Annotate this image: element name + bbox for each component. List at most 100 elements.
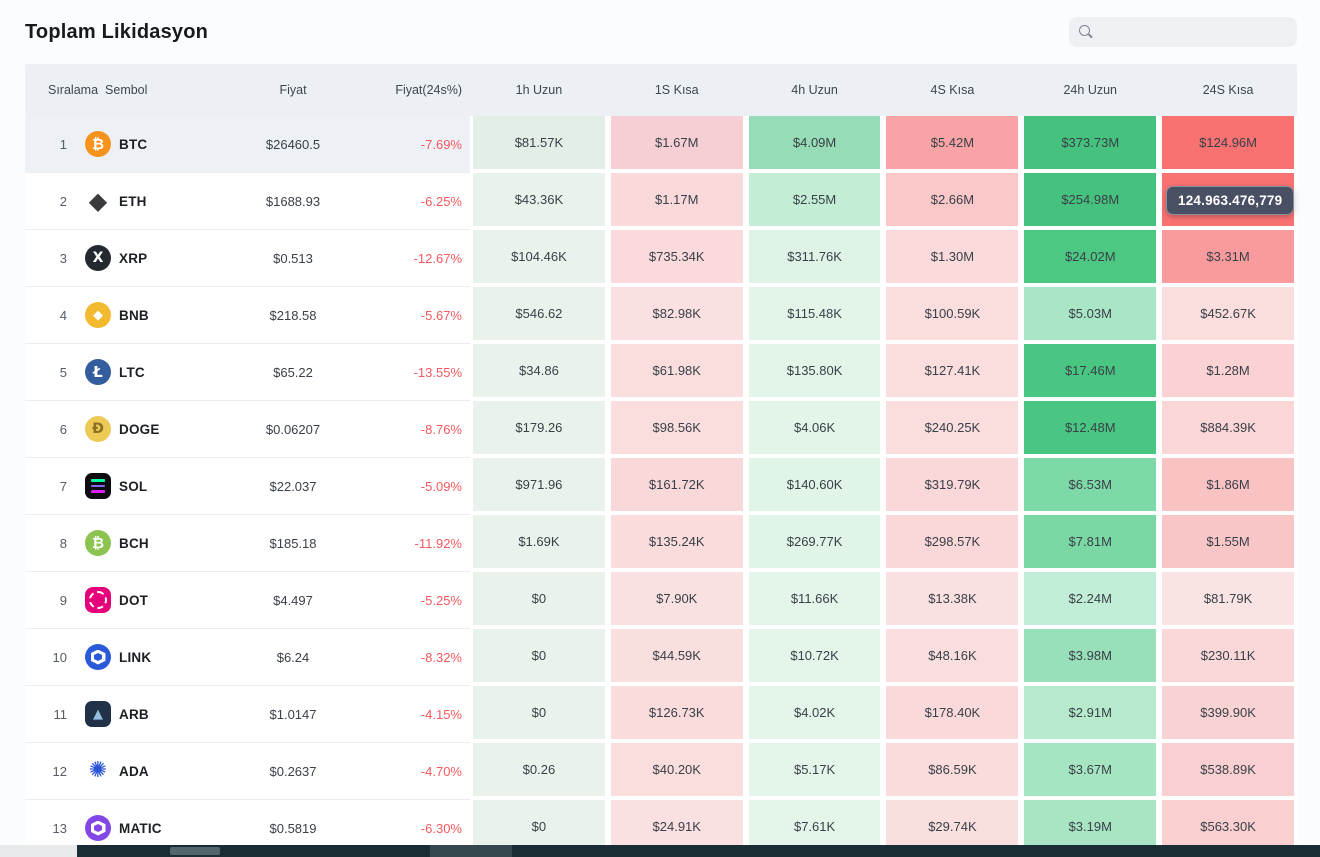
heat-cell-1h-long[interactable]: $1.69K (470, 515, 608, 572)
table-row-xrp[interactable]: 3 X XRP $0.513 -12.67% $104.46K $735.34K $311.7… (25, 230, 1297, 287)
heat-cell-1h-long[interactable]: $0.26 (470, 743, 608, 800)
heat-cell-4h-short[interactable]: $48.16K (883, 629, 1022, 686)
col-header-4h-long[interactable]: 4h Uzun (791, 83, 838, 97)
heat-cell-24h-long[interactable]: $17.46M (1021, 344, 1160, 401)
bottom-scrollbar[interactable] (0, 845, 1320, 857)
col-header-24h-long[interactable]: 24h Uzun (1063, 83, 1117, 97)
heat-cell-4h-short[interactable]: $2.66M (883, 173, 1022, 230)
matic-coin-icon (85, 815, 111, 841)
heat-cell-1h-long[interactable]: $179.26 (470, 401, 608, 458)
heat-cell-24h-short[interactable]: $884.39K (1159, 401, 1297, 458)
heat-cell-4h-long[interactable]: $4.02K (745, 686, 884, 743)
col-header-24h-short[interactable]: 24S Kısa (1202, 83, 1254, 97)
heat-cell-24h-long[interactable]: $6.53M (1021, 458, 1160, 515)
heat-cell-1h-short[interactable]: $40.20K (607, 743, 746, 800)
table-row-eth[interactable]: 2 ◆ ETH $1688.93 -6.25% $43.36K $1.17M $2.55M $2… (25, 173, 1297, 230)
heat-cell-24h-short[interactable]: $399.90K (1159, 686, 1297, 743)
heat-cell-4h-short[interactable]: $5.42M (883, 116, 1022, 173)
heat-cell-4h-long[interactable]: $10.72K (745, 629, 884, 686)
table-row-dot[interactable]: 9 DOT $4.497 -5.25% $0 $7.90K $11.66K $13.38K $2… (25, 572, 1297, 629)
heat-cell-4h-short[interactable]: $1.30M (883, 230, 1022, 287)
heat-cell-24h-short[interactable]: $124.96M (1159, 116, 1297, 173)
heat-cell-1h-short[interactable]: $1.17M (607, 173, 746, 230)
heat-cell-1h-short[interactable]: $735.34K (607, 230, 746, 287)
heat-cell-24h-long[interactable]: $373.73M (1021, 116, 1160, 173)
col-header-price[interactable]: Fiyat (279, 83, 307, 97)
heat-cell-1h-short[interactable]: $161.72K (607, 458, 746, 515)
table-row-bnb[interactable]: 4 ◆ BNB $218.58 -5.67% $546.62 $82.98K $115.48K… (25, 287, 1297, 344)
search-box[interactable] (1069, 17, 1297, 47)
table-row-ltc[interactable]: 5 Ł LTC $65.22 -13.55% $34.86 $61.98K $135.80K $… (25, 344, 1297, 401)
heat-cell-1h-short[interactable]: $1.67M (607, 116, 746, 173)
heat-cell-1h-long[interactable]: $0 (470, 629, 608, 686)
col-header-1h-long[interactable]: 1h Uzun (515, 83, 563, 97)
heat-cell-1h-short[interactable]: $135.24K (607, 515, 746, 572)
heat-cell-4h-short[interactable]: $13.38K (883, 572, 1022, 629)
heat-cell-24h-short[interactable]: $81.79K (1159, 572, 1297, 629)
heat-cell-4h-long[interactable]: $311.76K (745, 230, 884, 287)
heat-value: $538.89K (1162, 743, 1294, 798)
heat-cell-24h-short[interactable]: $1.28M (1159, 344, 1297, 401)
table-row-ada[interactable]: 12 ✺ ADA $0.2637 -4.70% $0.26 $40.20K $5.17K $86… (25, 743, 1297, 800)
heat-cell-4h-short[interactable]: $178.40K (883, 686, 1022, 743)
heat-cell-24h-short[interactable]: $538.89K (1159, 743, 1297, 800)
col-header-price-change[interactable]: Fiyat(24s%) (395, 83, 462, 97)
heat-cell-1h-short[interactable]: $61.98K (607, 344, 746, 401)
heat-cell-1h-short[interactable]: $7.90K (607, 572, 746, 629)
heat-cell-24h-long[interactable]: $2.91M (1021, 686, 1160, 743)
col-header-4h-short[interactable]: 4S Kısa (930, 83, 975, 97)
table-row-link[interactable]: 10 LINK $6.24 -8.32% $0 $44.59K $10.72K $48.16K… (25, 629, 1297, 686)
heat-cell-24h-long[interactable]: $24.02M (1021, 230, 1160, 287)
heat-cell-4h-long[interactable]: $135.80K (745, 344, 884, 401)
heat-cell-1h-short[interactable]: $44.59K (607, 629, 746, 686)
heat-cell-4h-short[interactable]: $319.79K (883, 458, 1022, 515)
heat-cell-24h-short[interactable]: $1.55M (1159, 515, 1297, 572)
heat-cell-24h-short[interactable]: $230.11K (1159, 629, 1297, 686)
heat-cell-24h-long[interactable]: $3.98M (1021, 629, 1160, 686)
heat-cell-1h-short[interactable]: $82.98K (607, 287, 746, 344)
heat-cell-4h-long[interactable]: $11.66K (745, 572, 884, 629)
heat-cell-24h-long[interactable]: $12.48M (1021, 401, 1160, 458)
heat-cell-1h-short[interactable]: $126.73K (607, 686, 746, 743)
table-row-btc[interactable]: 1 ₿ BTC $26460.5 -7.69% $81.57K $1.67M $4.09M $5… (25, 116, 1297, 173)
heat-cell-4h-long[interactable]: $115.48K (745, 287, 884, 344)
heat-cell-4h-short[interactable]: $127.41K (883, 344, 1022, 401)
table-row-arb[interactable]: 11 ▲ ARB $1.0147 -4.15% $0 $126.73K $4.02K $178.… (25, 686, 1297, 743)
heat-cell-4h-long[interactable]: $140.60K (745, 458, 884, 515)
heat-cell-24h-short[interactable]: $3.31M (1159, 230, 1297, 287)
heat-cell-4h-long[interactable]: $2.55M (745, 173, 884, 230)
scrollbar-segment (430, 845, 512, 857)
heat-cell-1h-short[interactable]: $98.56K (607, 401, 746, 458)
heat-cell-4h-long[interactable]: $4.06K (745, 401, 884, 458)
heat-cell-24h-short[interactable]: $1.86M (1159, 458, 1297, 515)
heat-cell-1h-long[interactable]: $81.57K (470, 116, 608, 173)
col-header-symbol[interactable]: Sembol (105, 83, 148, 97)
table-row-bch[interactable]: 8 ₿ BCH $185.18 -11.92% $1.69K $135.24K $269.77… (25, 515, 1297, 572)
heat-cell-4h-short[interactable]: $100.59K (883, 287, 1022, 344)
heat-cell-4h-long[interactable]: $4.09M (745, 116, 884, 173)
heat-cell-1h-long[interactable]: $971.96 (470, 458, 608, 515)
heat-cell-4h-short[interactable]: $86.59K (883, 743, 1022, 800)
heat-cell-24h-short[interactable]: $452.67K (1159, 287, 1297, 344)
heat-cell-24h-long[interactable]: $254.98M (1021, 173, 1160, 230)
heat-cell-24h-long[interactable]: $2.24M (1021, 572, 1160, 629)
table-row-sol[interactable]: 7 SOL $22.037 -5.09% $971.96 $161.72K $140.60K… (25, 458, 1297, 515)
search-input[interactable] (1101, 23, 1287, 41)
heat-cell-1h-long[interactable]: $0 (470, 572, 608, 629)
scrollbar-thumb[interactable] (170, 847, 220, 855)
heat-cell-1h-long[interactable]: $546.62 (470, 287, 608, 344)
heat-cell-4h-long[interactable]: $5.17K (745, 743, 884, 800)
heat-cell-4h-short[interactable]: $298.57K (883, 515, 1022, 572)
heat-cell-1h-long[interactable]: $34.86 (470, 344, 608, 401)
heat-cell-4h-short[interactable]: $240.25K (883, 401, 1022, 458)
col-header-1h-short[interactable]: 1S Kısa (654, 83, 699, 97)
heat-cell-24h-long[interactable]: $5.03M (1021, 287, 1160, 344)
heat-cell-1h-long[interactable]: $43.36K (470, 173, 608, 230)
heat-cell-4h-long[interactable]: $269.77K (745, 515, 884, 572)
heat-cell-24h-long[interactable]: $3.67M (1021, 743, 1160, 800)
col-header-rank[interactable]: Sıralama (48, 83, 99, 97)
heat-cell-24h-long[interactable]: $7.81M (1021, 515, 1160, 572)
table-row-doge[interactable]: 6 Ð DOGE $0.06207 -8.76% $179.26 $98.56K $4.06K… (25, 401, 1297, 458)
heat-cell-1h-long[interactable]: $104.46K (470, 230, 608, 287)
heat-cell-1h-long[interactable]: $0 (470, 686, 608, 743)
